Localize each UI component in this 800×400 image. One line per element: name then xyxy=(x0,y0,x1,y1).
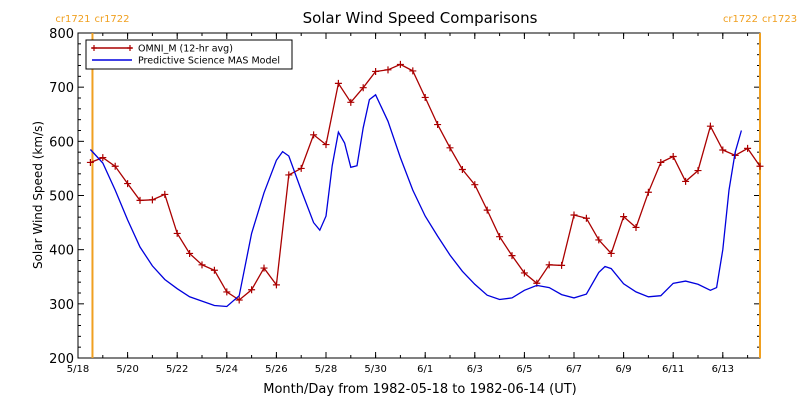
x-tick-label: 5/22 xyxy=(166,364,188,375)
data-point-marker xyxy=(322,141,330,149)
y-tick-label: 400 xyxy=(49,244,74,259)
x-tick-label: 6/11 xyxy=(662,364,684,375)
data-point-marker xyxy=(210,266,218,274)
data-point-marker xyxy=(719,146,727,154)
data-point-marker xyxy=(471,181,479,189)
data-point-marker xyxy=(706,122,714,130)
data-point-marker xyxy=(124,180,132,188)
x-tick-label: 6/7 xyxy=(566,364,582,375)
data-point-marker xyxy=(297,164,305,172)
x-tick-label: 5/18 xyxy=(67,364,89,375)
data-point-marker xyxy=(148,196,156,204)
data-point-marker xyxy=(111,162,119,170)
data-point-marker xyxy=(235,296,243,304)
data-point-marker xyxy=(384,66,392,74)
data-point-marker xyxy=(409,67,417,75)
plot-frame xyxy=(77,32,761,359)
x-tick-label: 5/28 xyxy=(315,364,337,375)
rotation-label-right: cr1722 xyxy=(94,14,129,25)
data-point-marker xyxy=(446,144,454,152)
y-axis-label: Solar Wind Speed (km/s) xyxy=(31,121,45,269)
data-point-marker xyxy=(421,93,429,101)
x-tick-label: 5/30 xyxy=(364,364,386,375)
data-point-marker xyxy=(198,261,206,269)
data-point-marker xyxy=(186,249,194,257)
x-tick-label: 6/9 xyxy=(616,364,632,375)
data-point-marker xyxy=(260,264,268,272)
legend-swatch-marker xyxy=(91,45,97,51)
data-point-marker xyxy=(161,190,169,198)
data-point-marker xyxy=(570,211,578,219)
data-point-marker xyxy=(558,261,566,269)
rotation-label-right: cr1723 xyxy=(762,14,797,25)
x-tick-label: 6/1 xyxy=(417,364,433,375)
legend-label: Predictive Science MAS Model xyxy=(138,56,280,67)
data-point-marker xyxy=(620,213,628,221)
rotation-label-left: cr1722 xyxy=(723,14,758,25)
data-point-marker xyxy=(756,162,764,170)
data-point-marker xyxy=(372,67,380,75)
data-point-marker xyxy=(669,153,677,160)
rotation-label-left: cr1721 xyxy=(55,14,90,25)
x-tick-label: 6/13 xyxy=(712,364,734,375)
data-point-marker xyxy=(744,144,752,152)
legend-box xyxy=(85,39,293,70)
plot-area: 200 300 400 500 600 700 800 5/18 5/20 5/22 5/24 5/2… xyxy=(49,14,797,375)
data-point-marker xyxy=(248,286,256,294)
x-axis-label: Month/Day from 1982-05-18 to 1982-06-14 … xyxy=(263,382,576,397)
y-tick-label: 300 xyxy=(49,298,74,313)
y-tick-label: 500 xyxy=(49,190,74,205)
data-point-marker xyxy=(285,171,293,179)
data-point-marker xyxy=(99,154,107,162)
data-point-marker xyxy=(359,84,367,92)
data-point-marker xyxy=(434,121,442,129)
legend-label: OMNI_M (12-hr avg) xyxy=(138,44,233,55)
data-point-marker xyxy=(396,60,404,68)
data-point-marker xyxy=(136,196,144,204)
data-point-marker xyxy=(223,288,231,296)
x-tick-label: 6/5 xyxy=(516,364,532,375)
data-point-marker xyxy=(694,167,702,175)
y-tick-label: 800 xyxy=(49,27,74,42)
x-tick-label: 5/24 xyxy=(216,364,238,375)
x-tick-label: 6/3 xyxy=(467,364,483,375)
x-tick-label: 5/20 xyxy=(116,364,138,375)
y-tick-label: 700 xyxy=(49,81,74,96)
legend-swatch-marker xyxy=(127,45,133,51)
series-line-mas-model xyxy=(89,93,743,308)
data-point-marker xyxy=(682,177,690,185)
y-tick-label: 200 xyxy=(49,352,74,367)
data-point-marker xyxy=(508,252,516,260)
data-point-marker xyxy=(632,223,640,231)
data-point-marker xyxy=(644,188,652,196)
data-point-marker xyxy=(582,214,590,222)
data-point-marker xyxy=(657,158,665,166)
y-tick-label: 600 xyxy=(49,135,74,150)
data-point-marker xyxy=(86,158,94,166)
data-point-marker xyxy=(595,236,603,244)
data-point-marker xyxy=(520,269,528,277)
data-point-marker xyxy=(496,233,504,241)
data-point-marker xyxy=(545,261,553,269)
data-point-marker xyxy=(310,131,318,139)
data-point-marker xyxy=(347,98,355,106)
data-point-marker xyxy=(272,281,280,289)
data-point-marker xyxy=(458,166,466,173)
data-point-marker xyxy=(334,79,342,87)
x-tick-label: 5/26 xyxy=(265,364,287,375)
data-point-marker xyxy=(173,229,181,237)
chart-title: Solar Wind Speed Comparisons xyxy=(303,9,538,27)
data-point-marker xyxy=(607,249,615,257)
data-point-marker xyxy=(483,206,491,214)
